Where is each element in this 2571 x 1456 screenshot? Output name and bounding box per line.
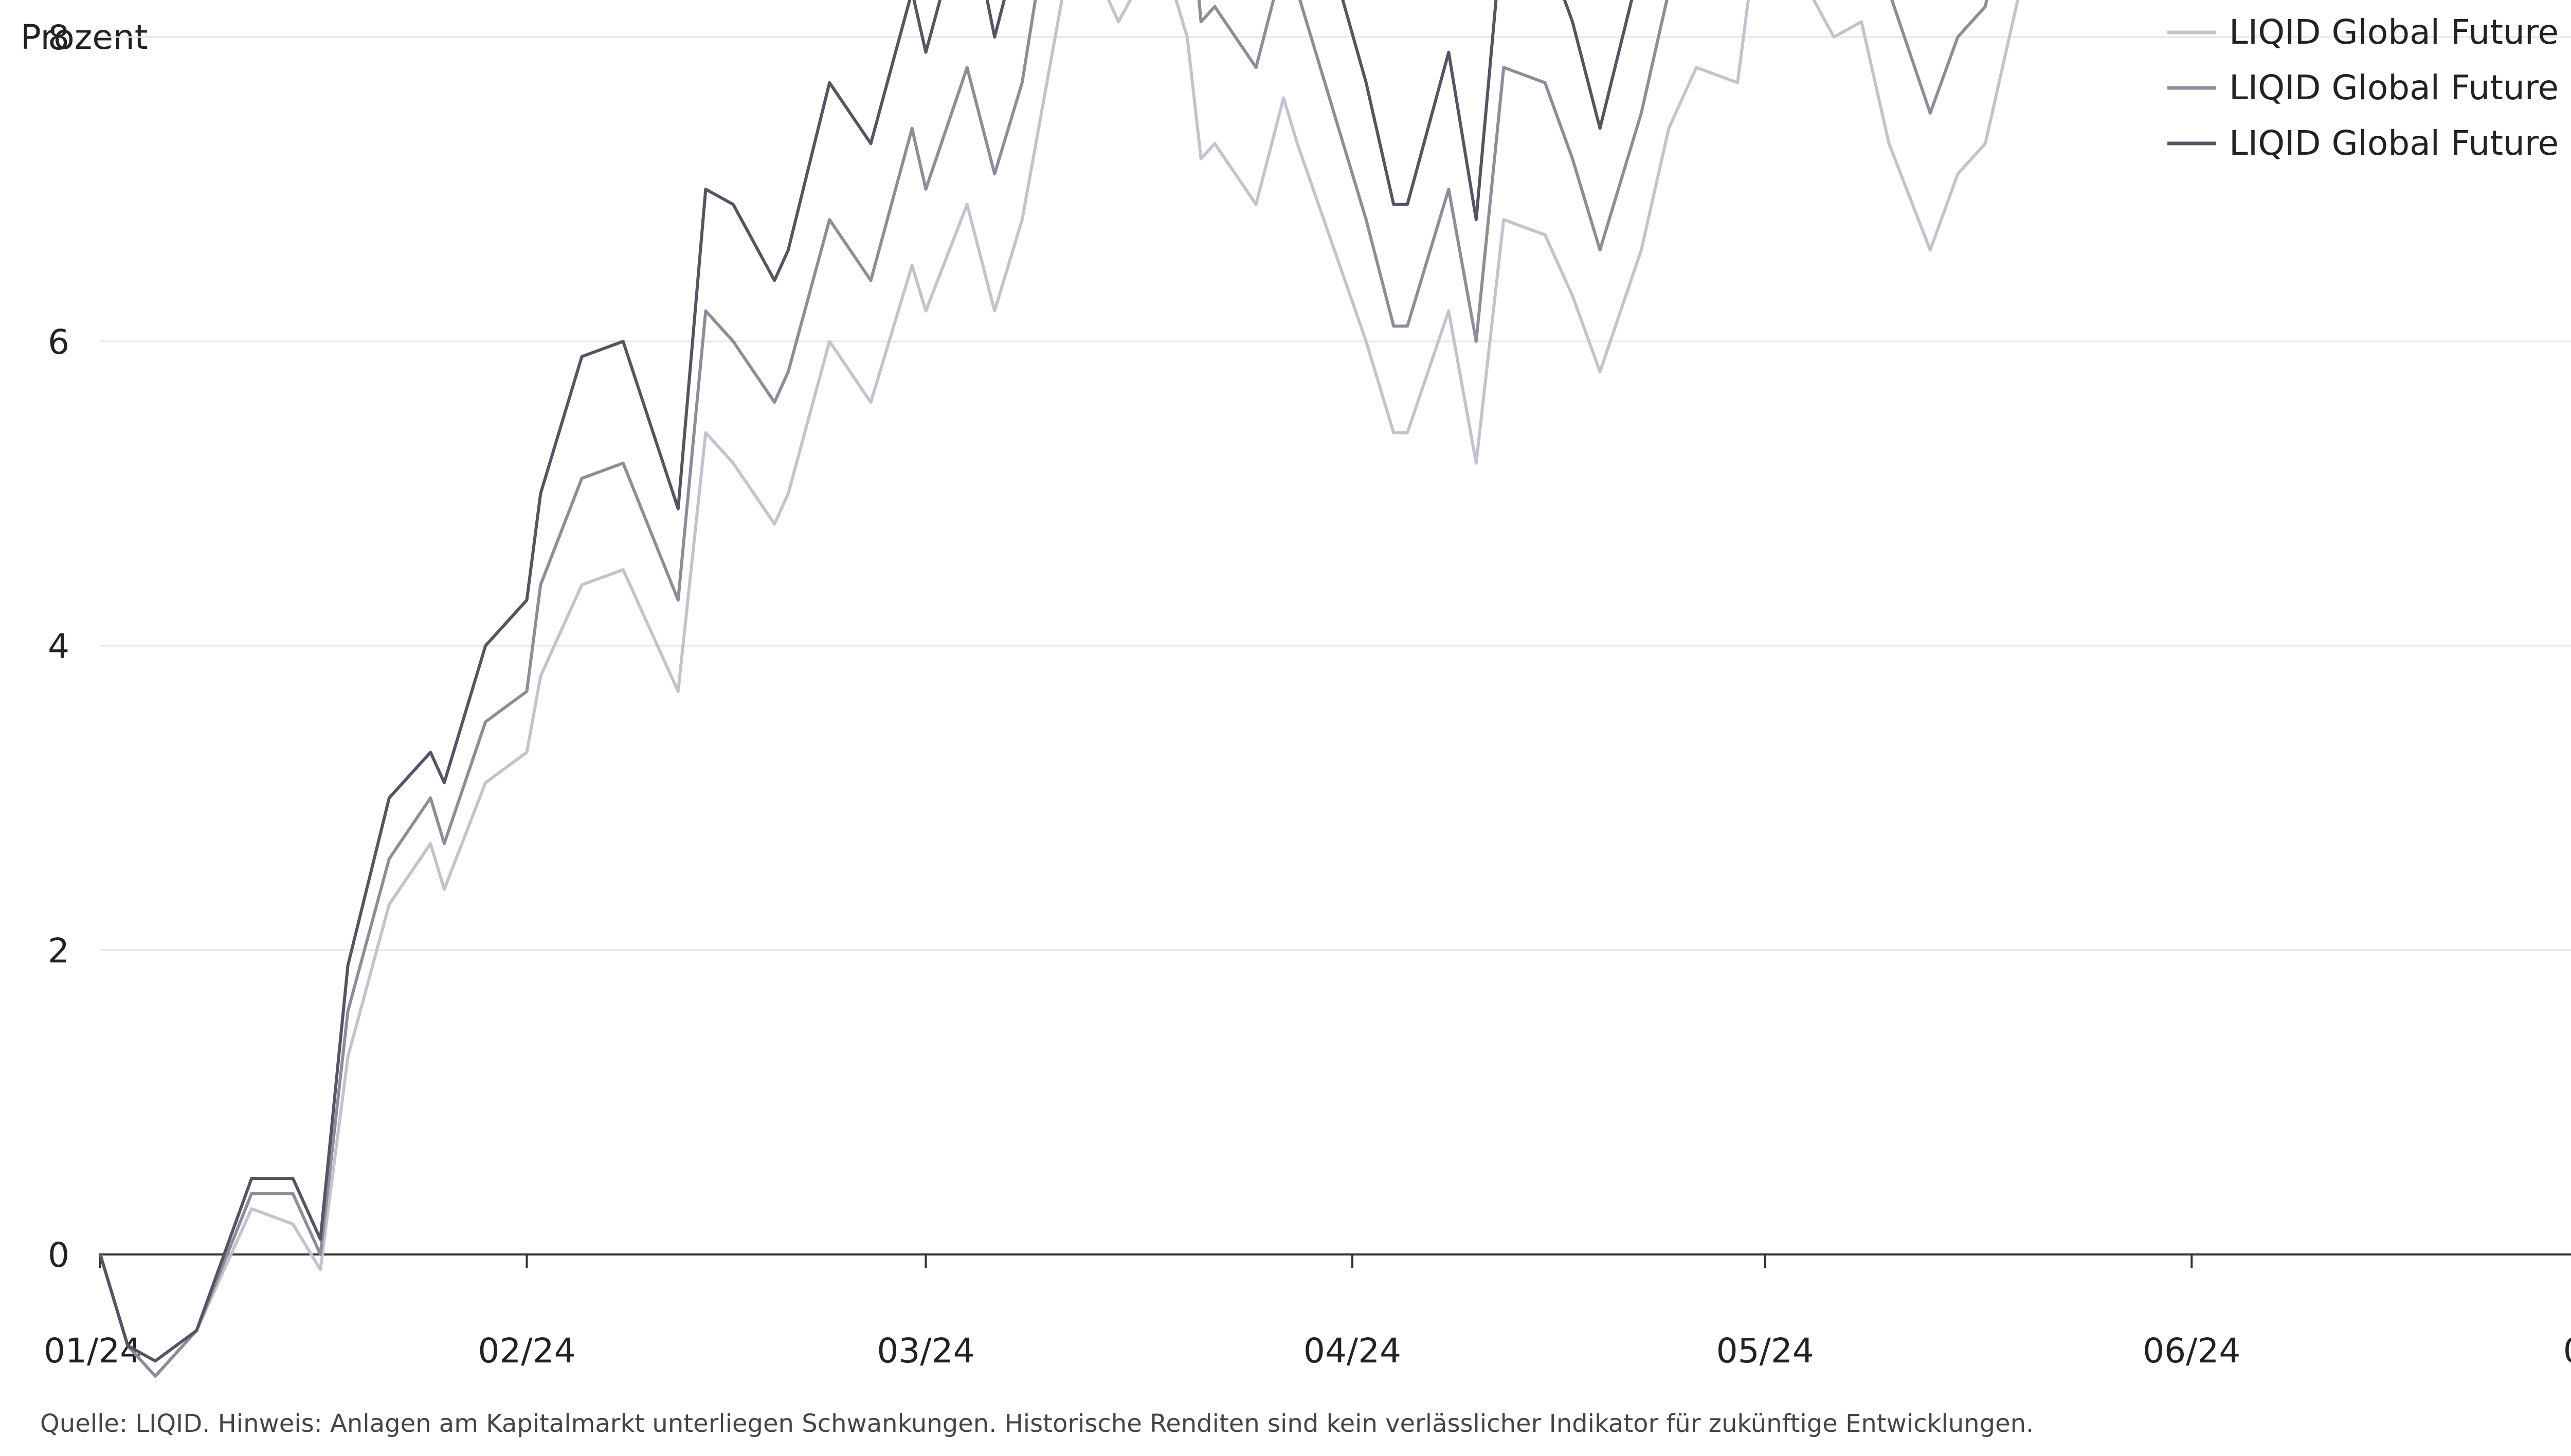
series-line-2 [99, 0, 1988, 1378]
x-tick-label: 05/24 [1716, 1331, 1814, 1371]
x-axis: 01/24 02/24 03/24 04/24 05/24 06/24 07/24 [44, 1253, 2571, 1371]
series-lines [99, 0, 2020, 1378]
y-axis: 02468101214 [48, 18, 69, 1275]
y-tick-label: 6 [48, 322, 69, 362]
x-tick-label: 02/24 [478, 1331, 575, 1371]
series-line-1 [99, 0, 2020, 1378]
legend-label: LIQID Global Future 80 [2229, 68, 2571, 107]
legend-label: LIQID Global Future 70 [2229, 12, 2571, 52]
x-tick-label: 03/24 [877, 1331, 974, 1371]
x-tick-label: 07/24 [2563, 1331, 2571, 1371]
series-line-3 [99, 0, 1634, 1363]
x-tick-label: 06/24 [2143, 1331, 2240, 1371]
legend-label: LIQID Global Future 90 [2229, 123, 2571, 163]
y-tick-label: 2 [48, 931, 69, 971]
legend: LIQID Global Future 70 LIQID Global Futur… [2167, 12, 2571, 163]
y-tick-label: 0 [48, 1235, 69, 1275]
source-footnote: Quelle: LIQID. Hinweis: Anlagen am Kapit… [40, 1409, 2034, 1438]
y-tick-label: 8 [48, 18, 69, 58]
x-tick-label: 01/24 [44, 1331, 141, 1371]
x-tick-label: 04/24 [1303, 1331, 1401, 1371]
y-tick-label: 4 [48, 627, 69, 666]
